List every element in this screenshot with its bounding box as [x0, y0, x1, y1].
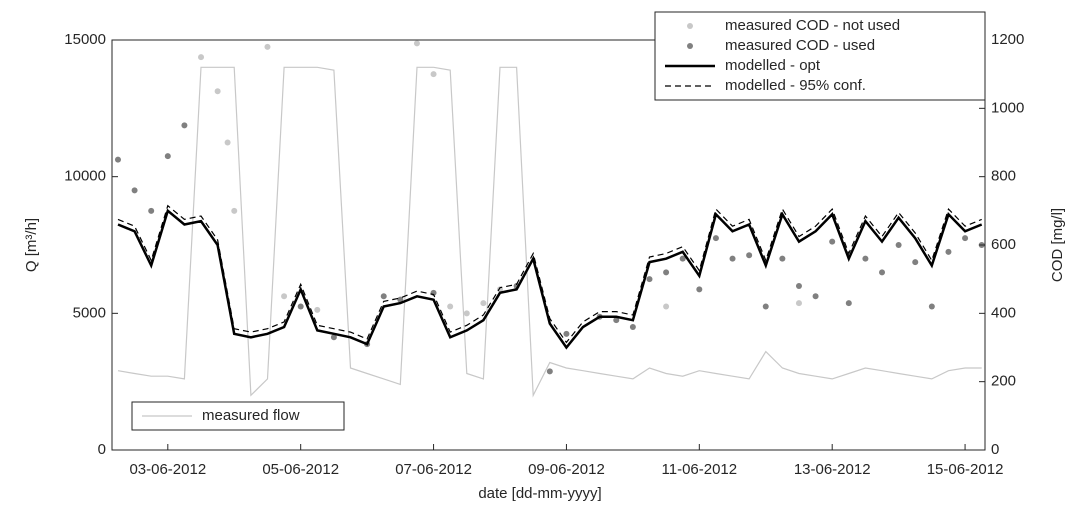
data-point — [696, 286, 703, 293]
data-point — [447, 303, 454, 310]
data-point — [762, 303, 769, 310]
data-point — [198, 54, 205, 61]
data-point — [264, 43, 271, 50]
data-point — [879, 269, 886, 276]
x-tick-label: 05-06-2012 — [262, 461, 339, 478]
data-point — [729, 255, 736, 262]
legend-symbol — [687, 43, 693, 49]
y-tick-label: 5000 — [73, 304, 106, 321]
data-point — [812, 293, 819, 300]
data-point — [430, 71, 437, 78]
x-tick-label: 13-06-2012 — [794, 461, 871, 478]
y-tick-label: 10000 — [64, 168, 106, 185]
y-axis-label: Q [m³/h] — [23, 218, 40, 272]
data-point — [563, 330, 570, 337]
y2-tick-label: 400 — [991, 304, 1016, 321]
data-point — [330, 334, 337, 341]
y-tick-label: 0 — [98, 441, 106, 458]
data-point — [380, 293, 387, 300]
series-line — [117, 66, 982, 398]
data-point — [712, 235, 719, 242]
y2-tick-label: 1000 — [991, 99, 1024, 116]
data-point — [224, 139, 231, 146]
data-point — [181, 122, 188, 129]
y2-tick-label: 200 — [991, 373, 1016, 390]
data-point — [646, 276, 653, 283]
data-point — [746, 252, 753, 259]
data-point — [629, 324, 636, 330]
legend: measured flow — [131, 401, 345, 431]
y-tick-label: 15000 — [64, 31, 106, 48]
data-point — [962, 235, 969, 242]
y2-tick-label: 800 — [991, 168, 1016, 185]
data-point — [114, 156, 121, 163]
data-point — [795, 283, 802, 289]
data-point — [795, 300, 802, 307]
y2-axis-label: COD [mg/l] — [1049, 208, 1066, 282]
data-point — [546, 368, 553, 375]
data-point — [480, 300, 487, 307]
x-axis-label: date [dd-mm-yyyy] — [478, 485, 601, 502]
legend-label: measured COD - used — [725, 37, 875, 54]
series-line — [117, 208, 983, 350]
data-point — [281, 293, 288, 300]
data-point — [663, 269, 670, 276]
data-point — [928, 303, 935, 310]
legend-label: measured COD - not used — [725, 17, 900, 34]
series-line — [117, 204, 982, 344]
y2-tick-label: 1200 — [991, 31, 1024, 48]
y2-tick-label: 600 — [991, 236, 1016, 253]
data-point — [613, 317, 620, 324]
data-point — [231, 207, 238, 214]
data-point — [663, 303, 670, 310]
data-point — [845, 300, 852, 307]
legend-symbol — [687, 23, 693, 29]
data-point — [297, 303, 304, 310]
data-point — [945, 248, 952, 255]
data-point — [164, 153, 171, 160]
data-point — [314, 306, 321, 313]
x-tick-label: 11-06-2012 — [662, 461, 738, 478]
legend-box — [654, 11, 986, 101]
plot-area — [114, 40, 985, 398]
data-point — [779, 255, 786, 262]
data-point — [413, 40, 420, 47]
data-point — [679, 255, 686, 262]
y2-tick-label: 0 — [991, 441, 999, 458]
data-point — [214, 88, 221, 95]
data-point — [829, 238, 836, 245]
x-tick-label: 09-06-2012 — [528, 461, 605, 478]
x-tick-label: 07-06-2012 — [395, 461, 472, 478]
legend-label: measured flow — [202, 407, 300, 424]
data-point — [463, 310, 470, 317]
data-point — [862, 255, 869, 262]
data-point — [148, 207, 155, 214]
plot-frame — [111, 39, 986, 451]
data-point — [895, 242, 902, 248]
legend-label: modelled - opt — [725, 57, 821, 74]
legend: measured COD - not used measured COD - us… — [654, 11, 986, 101]
legend-label: modelled - 95% conf. — [725, 77, 866, 94]
data-point — [131, 187, 138, 194]
data-point — [912, 259, 919, 266]
x-tick-label: 03-06-2012 — [129, 461, 206, 478]
x-tick-label: 15-06-2012 — [927, 461, 1004, 478]
